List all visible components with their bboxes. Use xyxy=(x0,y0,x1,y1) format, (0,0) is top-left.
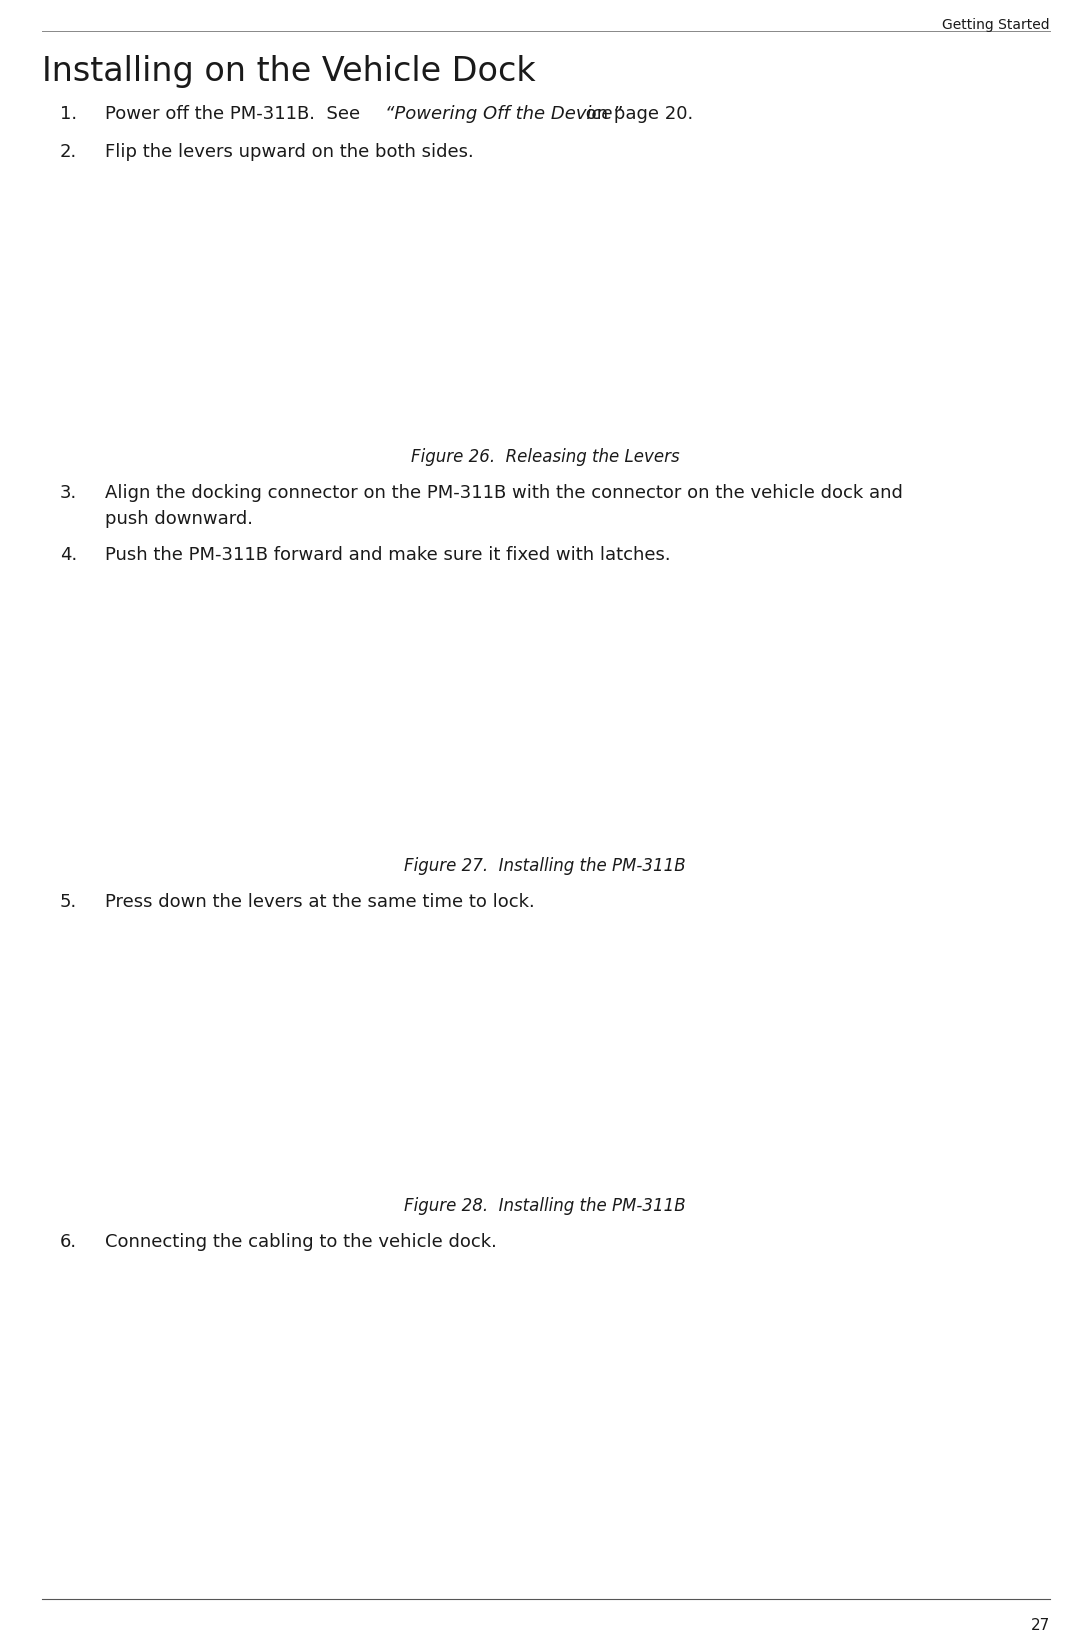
Text: Align the docking connector on the PM-311B with the connector on the vehicle doc: Align the docking connector on the PM-31… xyxy=(105,483,903,501)
Text: on page 20.: on page 20. xyxy=(580,104,693,122)
Text: Press down the levers at the same time to lock.: Press down the levers at the same time t… xyxy=(105,893,535,911)
Text: 1.: 1. xyxy=(60,104,77,122)
Text: Figure 27.  Installing the PM-311B: Figure 27. Installing the PM-311B xyxy=(404,857,686,875)
Text: Installing on the Vehicle Dock: Installing on the Vehicle Dock xyxy=(43,55,535,88)
Text: push downward.: push downward. xyxy=(105,509,253,527)
Text: Figure 26.  Releasing the Levers: Figure 26. Releasing the Levers xyxy=(411,447,679,465)
Text: “Powering Off the Device”: “Powering Off the Device” xyxy=(385,104,622,122)
Text: Push the PM-311B forward and make sure it fixed with latches.: Push the PM-311B forward and make sure i… xyxy=(105,545,670,563)
Text: 4.: 4. xyxy=(60,545,77,563)
Text: 5.: 5. xyxy=(60,893,77,911)
Text: Flip the levers upward on the both sides.: Flip the levers upward on the both sides… xyxy=(105,144,474,162)
Text: Power off the PM-311B.  See: Power off the PM-311B. See xyxy=(105,104,366,122)
Text: Getting Started: Getting Started xyxy=(943,18,1050,33)
Text: 27: 27 xyxy=(1031,1617,1050,1632)
Text: Connecting the cabling to the vehicle dock.: Connecting the cabling to the vehicle do… xyxy=(105,1232,497,1250)
Text: 2.: 2. xyxy=(60,144,77,162)
Text: 3.: 3. xyxy=(60,483,77,501)
Text: 6.: 6. xyxy=(60,1232,77,1250)
Text: Figure 28.  Installing the PM-311B: Figure 28. Installing the PM-311B xyxy=(404,1196,686,1214)
